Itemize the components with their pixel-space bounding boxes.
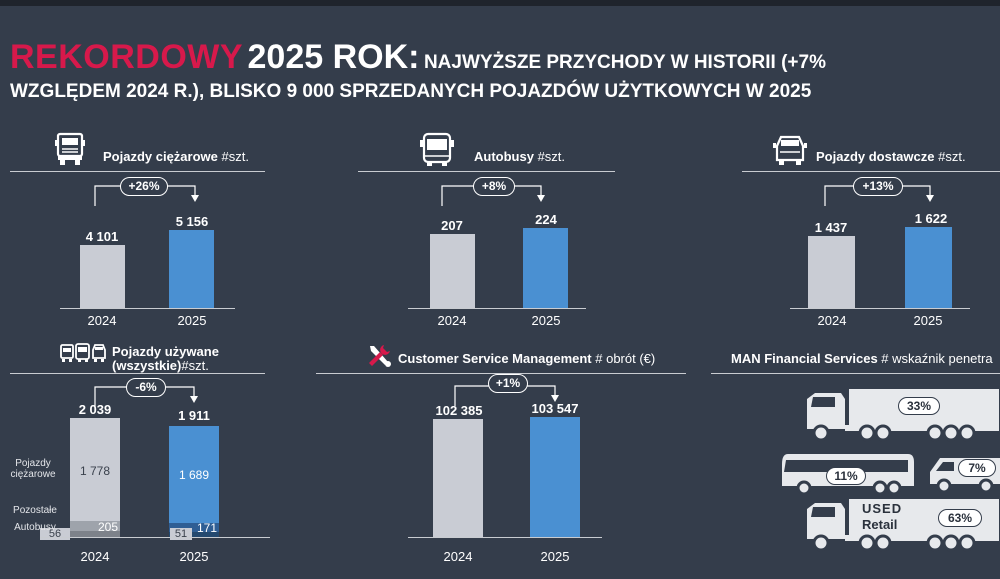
used-bar-2025-trucks	[169, 426, 219, 523]
used-2025-other-value: 171	[196, 521, 218, 535]
vans-bar-2024	[808, 236, 855, 308]
van-icon	[773, 135, 807, 165]
used-baseline	[40, 537, 270, 538]
used-year-2024: 2024	[80, 549, 110, 564]
vans-change-badge: +13%	[853, 177, 903, 196]
used-2025-buses-value: 51	[170, 528, 192, 540]
trucks-year-2025: 2025	[177, 313, 207, 328]
buses-year-2025: 2025	[531, 313, 561, 328]
financial-divider	[711, 373, 1000, 374]
csm-year-2025: 2025	[540, 549, 570, 564]
csm-change-badge: +1%	[488, 374, 528, 393]
buses-bar-2025	[523, 228, 568, 308]
buses-value-2025: 224	[535, 212, 557, 227]
trucks-value-2025: 5 156	[175, 214, 209, 229]
vans-title: Pojazdy dostawcze #szt.	[816, 149, 966, 164]
csm-value-2024: 102 385	[435, 403, 483, 418]
used-divider	[10, 373, 265, 374]
csm-bar-2025	[530, 417, 580, 537]
used-2025-trucks-value: 1 689	[178, 468, 210, 482]
vans-bar-2025	[905, 227, 952, 308]
financial-used-share: 63%	[938, 509, 982, 527]
buses-baseline	[408, 308, 586, 309]
vans-year-2024: 2024	[817, 313, 847, 328]
top-bar	[0, 0, 1000, 6]
trucks-bar-2024	[80, 245, 125, 308]
wrench-screwdriver-icon	[369, 345, 391, 367]
bus-icon	[420, 132, 454, 166]
vans-year-2025: 2025	[913, 313, 943, 328]
used-label-buses: Autobusy	[14, 522, 56, 533]
financial-van-share: 7%	[958, 459, 996, 477]
semi-truck-icon	[807, 389, 999, 442]
used-title-line2: (wszystkie)#szt.	[112, 358, 209, 373]
trucks-change-badge: +26%	[120, 177, 168, 196]
buses-bar-2024	[430, 234, 475, 308]
used-year-2025: 2025	[179, 549, 209, 564]
used-bar-2025-buses	[169, 532, 219, 537]
buses-value-2024: 207	[441, 218, 463, 233]
used-bar-2024-buses	[70, 531, 120, 537]
used-retail-label-1: USED	[862, 501, 903, 516]
truck-icon	[55, 132, 85, 165]
used-label-trucks: Pojazdy ciężarowe	[10, 458, 56, 480]
csm-value-2025: 103 547	[531, 401, 579, 416]
title-line2: WZGLĘDEM 2024 R.), BLISKO 9 000 SPRZEDAN…	[10, 80, 812, 102]
title-highlight: REKORDOWY	[10, 38, 244, 76]
trucks-title: Pojazdy ciężarowe #szt.	[103, 149, 249, 164]
vans-value-2024: 1 437	[814, 220, 848, 235]
financial-title: MAN Financial Services # wskaźnik penetr…	[731, 351, 993, 366]
csm-baseline	[408, 537, 602, 538]
vans-baseline	[790, 308, 970, 309]
used-2024-other-value: 205	[97, 520, 119, 534]
trucks-divider	[10, 171, 265, 172]
trucks-year-2024: 2024	[87, 313, 117, 328]
title-year: 2025 ROK:	[247, 38, 420, 76]
used-title-line1: Pojazdy używane	[112, 344, 219, 359]
used-bar-2025-other	[169, 523, 219, 532]
buses-change-badge: +8%	[473, 177, 515, 196]
buses-year-2024: 2024	[437, 313, 467, 328]
vans-divider	[742, 171, 1000, 172]
used-bar-2024-other	[70, 521, 120, 531]
trucks-bar-2025	[169, 230, 214, 308]
csm-title: Customer Service Management # obrót (€)	[398, 351, 656, 366]
financial-bus-share: 11%	[826, 467, 866, 485]
vans-value-2025: 1 622	[914, 211, 948, 226]
used-vehicles-icon	[60, 343, 106, 362]
trucks-value-2024: 4 101	[85, 229, 119, 244]
csm-bar-2024	[433, 419, 483, 537]
used-2024-trucks-value: 1 778	[79, 464, 111, 478]
used-value-2025: 1 911	[178, 408, 210, 423]
trucks-baseline	[60, 308, 235, 309]
used-label-other: Pozostałe	[13, 505, 57, 516]
used-change-badge: -6%	[126, 378, 166, 397]
page-title: REKORDOWY 2025 ROK: NAJWYŻSZE PRZYCHODY …	[10, 38, 1000, 102]
buses-title: Autobusy #szt.	[474, 149, 566, 164]
title-line1: NAJWYŻSZE PRZYCHODY W HISTORII (+7%	[423, 52, 826, 73]
csm-divider	[316, 373, 686, 374]
used-value-2024: 2 039	[78, 402, 112, 417]
buses-divider	[358, 171, 615, 172]
used-retail-label-2: Retail	[862, 517, 898, 532]
used-bar-2024-trucks	[70, 418, 120, 521]
csm-year-2024: 2024	[443, 549, 473, 564]
financial-truck-share: 33%	[898, 397, 940, 415]
